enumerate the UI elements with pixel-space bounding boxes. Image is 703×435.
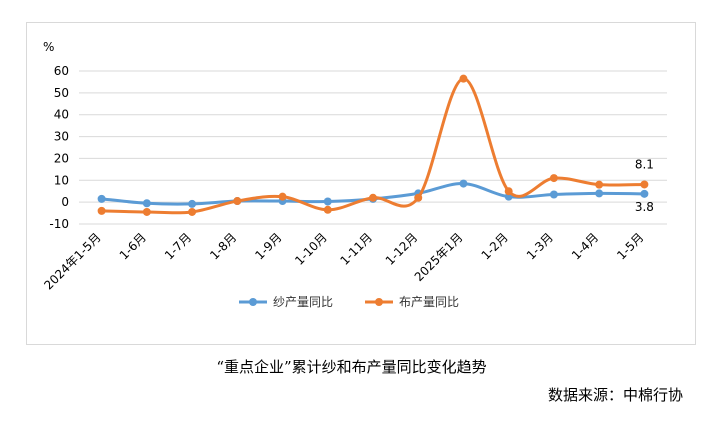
data-point <box>459 179 468 188</box>
data-point <box>640 189 649 198</box>
x-tick-label: 1-11月 <box>337 230 375 268</box>
chart-frame: % -10 0 10 20 30 40 50 60 2024年1-5月 1-6月 1-7月 1-8月… <box>26 22 696 345</box>
data-point <box>595 180 604 189</box>
data-point <box>549 174 558 183</box>
chart-caption: “重点企业”累计纱和布产量同比变化趋势 <box>216 358 487 376</box>
y-tick-label: 40 <box>54 108 69 122</box>
x-tick-label: 2024年1-5月 <box>41 230 103 292</box>
legend-marker <box>249 298 257 306</box>
data-point <box>97 194 106 203</box>
x-tick-label: 1-4月 <box>569 230 601 262</box>
data-label: 8.1 <box>635 157 654 171</box>
data-point <box>188 207 197 216</box>
x-tick-label: 1-3月 <box>524 230 556 262</box>
y-tick-label: 30 <box>54 130 69 144</box>
data-point <box>323 197 332 206</box>
data-point <box>459 74 468 83</box>
data-point <box>414 193 423 202</box>
legend-label: 布产量同比 <box>399 295 459 309</box>
data-point <box>595 189 604 198</box>
y-tick-label: 20 <box>54 151 69 165</box>
x-tick-label: 1-7月 <box>162 230 194 262</box>
data-source: 数据来源：中棉行协 <box>547 386 683 404</box>
data-point <box>323 205 332 214</box>
data-label: 3.8 <box>635 200 654 214</box>
y-tick-label: 60 <box>54 64 69 78</box>
data-point <box>142 207 151 216</box>
x-tick-label: 1-12月 <box>383 230 421 268</box>
x-tick-label: 1-5月 <box>614 230 646 262</box>
data-point <box>640 180 649 189</box>
y-tick-label: 0 <box>61 195 69 209</box>
line-chart: % -10 0 10 20 30 40 50 60 2024年1-5月 1-6月 1-7月 1-8月… <box>41 40 667 309</box>
data-point <box>369 193 377 202</box>
legend-marker <box>375 298 383 306</box>
y-tick-label: -10 <box>49 217 69 231</box>
x-tick-label: 1-9月 <box>252 230 284 262</box>
x-tick-label: 1-2月 <box>479 230 511 262</box>
data-point <box>504 187 513 196</box>
data-point <box>142 199 151 208</box>
legend-label: 纱产量同比 <box>273 295 333 309</box>
y-tick-label: 10 <box>54 173 69 187</box>
y-axis-unit-label: % <box>43 40 54 54</box>
x-tick-label: 1-6月 <box>117 230 149 262</box>
x-tick-label: 1-8月 <box>207 230 239 262</box>
data-point <box>278 192 287 201</box>
x-tick-label: 1-10月 <box>292 230 330 268</box>
data-point <box>549 190 558 199</box>
data-point <box>233 197 242 206</box>
data-point <box>97 206 106 215</box>
y-tick-label: 50 <box>54 86 69 100</box>
x-tick-label: 2025年1月 <box>412 230 466 284</box>
data-point <box>188 199 197 208</box>
